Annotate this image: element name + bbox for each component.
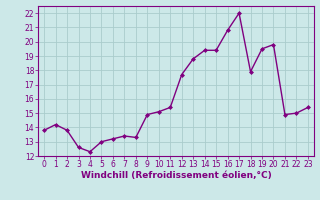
X-axis label: Windchill (Refroidissement éolien,°C): Windchill (Refroidissement éolien,°C) (81, 171, 271, 180)
